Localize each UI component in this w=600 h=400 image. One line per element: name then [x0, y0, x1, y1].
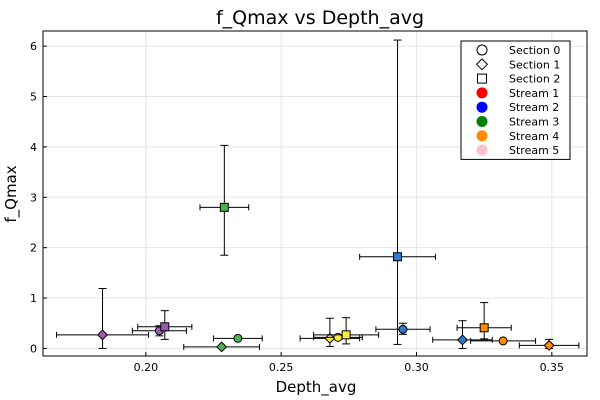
data-point-group	[432, 320, 493, 349]
data-point-marker	[498, 336, 508, 346]
data-point-marker	[393, 252, 403, 262]
data-point-group	[470, 336, 537, 346]
legend-label: Stream 2	[509, 101, 559, 114]
legend-label: Section 0	[509, 44, 560, 57]
y-axis-label: f_Qmax	[2, 165, 21, 222]
legend-entry: Stream 4	[476, 130, 559, 143]
data-point-marker	[543, 339, 555, 351]
legend-label: Stream 4	[509, 130, 559, 143]
legend-marker	[476, 130, 488, 142]
data-point-group	[518, 338, 580, 351]
legend-entry: Section 0	[476, 44, 560, 57]
data-point-marker	[233, 333, 243, 343]
data-point-marker	[216, 341, 228, 353]
data-point-group	[137, 310, 193, 340]
data-point-marker	[341, 330, 351, 340]
y-tick-label: 3	[30, 191, 37, 204]
x-tick-label: 0.35	[540, 361, 565, 374]
y-tick-label: 4	[30, 141, 37, 154]
plot-frame	[42, 30, 588, 357]
y-tick-label: 1	[30, 292, 37, 305]
legend-entry: Section 2	[477, 73, 560, 86]
data-point-group	[199, 144, 250, 256]
data-point-group	[56, 287, 150, 349]
x-tick-label: 0.30	[404, 361, 429, 374]
data-point-group	[375, 322, 431, 335]
x-axis-label: Depth_avg	[276, 378, 357, 397]
data-point-marker	[456, 334, 469, 346]
data-point-group	[183, 341, 261, 353]
legend-entry: Stream 1	[476, 87, 559, 100]
data-point-group	[213, 333, 263, 343]
legend-marker	[475, 58, 489, 71]
legend-marker	[476, 87, 488, 99]
data-point-group	[131, 325, 187, 337]
legend-entry: Stream 5	[476, 144, 559, 157]
legend-label: Stream 1	[509, 87, 559, 100]
legend-marker	[476, 116, 488, 127]
data-point-group	[359, 39, 436, 345]
legend-marker	[476, 101, 488, 113]
data-point-group	[456, 302, 512, 340]
chart-title: f_Qmax vs Depth_avg	[216, 7, 424, 29]
data-point-marker	[398, 324, 408, 334]
data-point-marker	[219, 202, 229, 212]
x-tick-label: 0.25	[269, 361, 294, 374]
legend-label: Stream 5	[509, 144, 559, 157]
x-tick-label: 0.20	[134, 361, 159, 374]
data-layer	[56, 39, 580, 353]
data-point-group	[313, 317, 380, 345]
legend-entry: Stream 3	[476, 116, 559, 129]
y-tick-label: 0	[30, 342, 37, 355]
y-tick-label: 5	[30, 91, 37, 104]
y-tick-label: 2	[30, 242, 37, 255]
legend-label: Section 2	[509, 73, 560, 86]
data-point-marker	[324, 332, 336, 344]
tick-layer: 0.20 0.25 0.30 0.35 0 1 2 3 4 5 6	[30, 40, 564, 374]
legend-label: Stream 3	[509, 116, 559, 129]
legend-marker	[477, 73, 487, 84]
data-point-marker	[479, 323, 489, 333]
legend-entry: Stream 2	[476, 101, 559, 114]
legend-label: Section 1	[509, 58, 560, 71]
legend-entry: Section 1	[475, 58, 560, 71]
legend-marker	[476, 44, 488, 56]
data-point-marker	[160, 322, 170, 332]
data-point-marker	[97, 329, 109, 341]
y-tick-label: 6	[30, 40, 37, 53]
legend-marker	[476, 144, 488, 156]
